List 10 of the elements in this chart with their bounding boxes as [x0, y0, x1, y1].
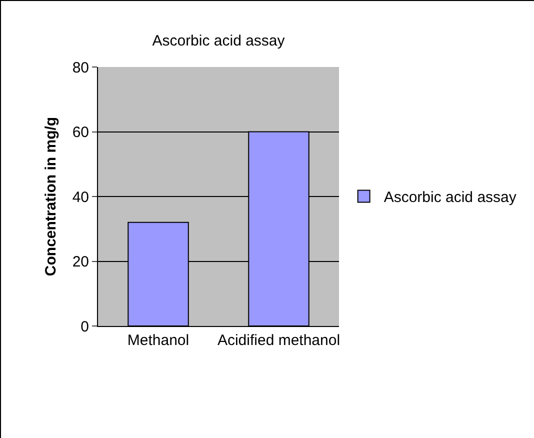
y-axis-title: Concentration in mg/g [42, 116, 60, 276]
y-tick-label: 20 [72, 254, 89, 270]
y-tick-label: 40 [72, 188, 89, 206]
y-tick-label: 60 [72, 124, 89, 141]
y-tick-label: 80 [72, 59, 89, 76]
x-tick-label: Methanol [127, 332, 190, 349]
y-tick-label: 0 [80, 318, 89, 336]
chart-title: Ascorbic acid assay [152, 32, 286, 50]
x-tick-label: Acidified methanol [217, 332, 340, 349]
legend-label: Ascorbic acid assay [384, 189, 517, 206]
